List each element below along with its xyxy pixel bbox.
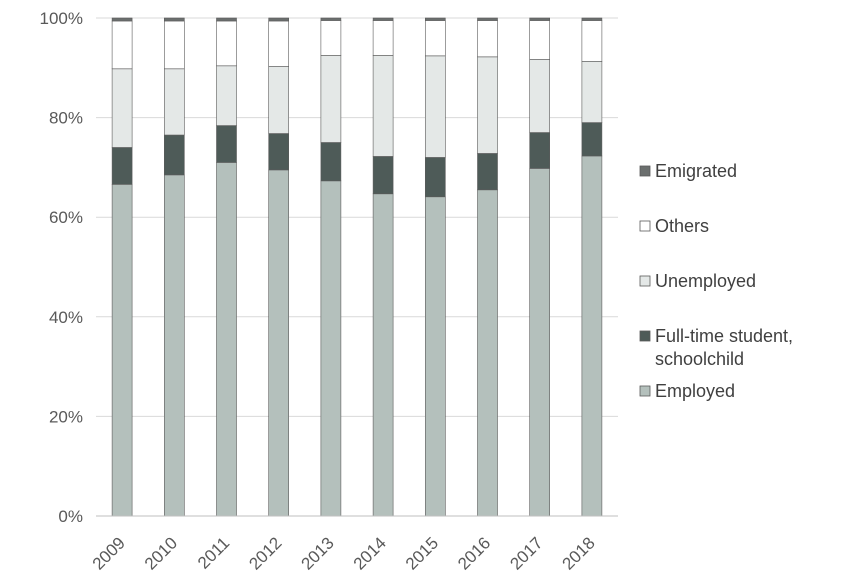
x-tick-label: 2015 — [402, 533, 442, 573]
y-tick-label: 40% — [49, 308, 83, 327]
x-tick-label: 2012 — [245, 533, 285, 573]
legend: Emigrated Others Unemployed Full-time stude… — [639, 161, 793, 401]
bar-segment — [111, 17, 133, 22]
bars — [111, 17, 603, 517]
bar-segment — [477, 189, 498, 517]
bar-segment — [424, 157, 446, 198]
bar-segment — [424, 55, 446, 158]
y-tick-label: 20% — [49, 407, 83, 426]
bar-segment — [164, 20, 185, 70]
bar-segment — [581, 20, 603, 62]
bar-segment — [424, 196, 446, 517]
bar-segment — [268, 20, 290, 67]
bar-segment — [372, 17, 394, 21]
bar-segment — [372, 193, 394, 517]
bar-segment — [320, 17, 342, 21]
bar-segment — [111, 68, 133, 148]
x-axis: 2009 2010 2011 2012 2013 2014 2015 2016 2017 2018 — [89, 515, 618, 574]
y-tick-label: 80% — [49, 109, 83, 128]
bar-segment — [477, 153, 498, 191]
bar-segment — [320, 20, 342, 56]
legend-label: Others — [655, 216, 709, 236]
bar-segment — [320, 55, 342, 143]
x-tick-label: 2017 — [506, 533, 546, 573]
legend-swatch — [639, 330, 651, 342]
bar-segment — [581, 155, 603, 517]
bar-segment — [268, 66, 290, 134]
bar-segment — [216, 20, 237, 67]
bar-segment — [164, 68, 185, 136]
legend-swatch — [639, 275, 651, 287]
bar-segment — [111, 184, 133, 517]
bar-segment — [320, 142, 342, 182]
bar-segment — [111, 20, 133, 70]
bar-segment — [268, 133, 290, 171]
bar-segment — [372, 156, 394, 195]
bar-segment — [216, 17, 237, 22]
bar-segment — [268, 17, 290, 22]
bar-segment — [424, 17, 446, 21]
y-tick-label: 100% — [40, 9, 83, 28]
x-tick-label: 2014 — [350, 533, 390, 573]
bar-segment — [477, 56, 498, 154]
bar-segment — [216, 162, 237, 517]
legend-label: Unemployed — [655, 271, 756, 291]
bar-segment — [216, 65, 237, 126]
y-axis: 0% 20% 40% 60% 80% 100% — [40, 9, 83, 526]
bar-segment — [477, 20, 498, 58]
bar-segment — [372, 55, 394, 157]
legend-label: Full-time student, — [655, 326, 793, 346]
legend-label: Emigrated — [655, 161, 737, 181]
bar-segment — [164, 17, 185, 22]
bar-segment — [581, 122, 603, 157]
bar-segment — [372, 20, 394, 56]
bar-segment — [581, 17, 603, 21]
legend-swatch — [639, 385, 651, 397]
legend-label: Employed — [655, 381, 735, 401]
bar-segment — [164, 174, 185, 517]
x-tick-label: 2016 — [454, 533, 494, 573]
bar-segment — [529, 132, 551, 169]
bar-segment — [581, 61, 603, 123]
bar-segment — [529, 20, 551, 60]
bar-segment — [216, 125, 237, 163]
bar-segment — [268, 169, 290, 517]
x-tick-label: 2018 — [559, 533, 599, 573]
x-tick-label: 2010 — [141, 533, 181, 573]
bar-segment — [529, 168, 551, 517]
legend-label: schoolchild — [655, 349, 744, 369]
legend-swatch — [639, 220, 651, 232]
y-tick-label: 60% — [49, 208, 83, 227]
legend-swatch — [639, 165, 651, 177]
bar-segment — [477, 17, 498, 21]
x-tick-label: 2011 — [194, 533, 233, 572]
bar-segment — [111, 147, 133, 185]
bar-segment — [529, 59, 551, 133]
x-tick-label: 2013 — [298, 533, 338, 573]
x-tick-label: 2009 — [89, 533, 129, 573]
bar-segment — [320, 180, 342, 517]
bar-segment — [424, 20, 446, 57]
y-tick-label: 0% — [58, 507, 83, 526]
bar-segment — [529, 17, 551, 21]
bar-segment — [164, 134, 185, 176]
